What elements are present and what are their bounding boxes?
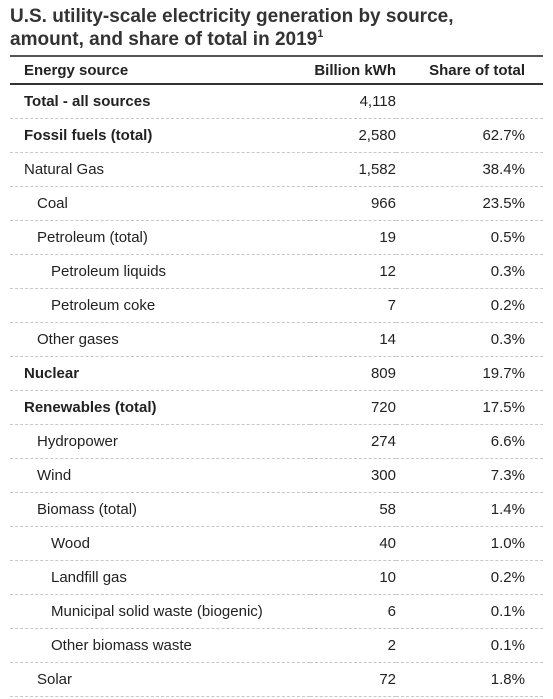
energy-source-cell: Solar — [10, 662, 310, 697]
table-row: Total - all sources 4,118 — [10, 84, 543, 119]
share-of-total-cell: 19.7% — [396, 356, 543, 391]
billion-kwh-cell: 14 — [310, 322, 396, 357]
share-of-total-cell: 6.6% — [396, 424, 543, 459]
column-header-share: Share of total — [396, 55, 543, 85]
billion-kwh-cell: 809 — [310, 356, 396, 391]
energy-source-cell: Renewables (total) — [10, 390, 310, 425]
billion-kwh-cell: 300 — [310, 458, 396, 493]
table-row: Hydropower 274 6.6% — [10, 424, 543, 459]
title-line-2: amount, and share of total in 2019 — [10, 29, 318, 50]
billion-kwh-cell: 1,582 — [310, 152, 396, 187]
energy-source-cell: Total - all sources — [10, 84, 310, 119]
share-of-total-cell: 1.0% — [396, 526, 543, 561]
energy-source-cell: Other biomass waste — [10, 628, 310, 663]
billion-kwh-cell: 720 — [310, 390, 396, 425]
share-of-total-cell: 0.3% — [396, 254, 543, 289]
energy-source-cell: Fossil fuels (total) — [10, 118, 310, 153]
table-body: Total - all sources 4,118 Fossil fuels (to… — [10, 84, 543, 697]
share-of-total-cell — [396, 84, 543, 119]
share-of-total-cell: 62.7% — [396, 118, 543, 153]
billion-kwh-cell: 72 — [310, 662, 396, 697]
energy-source-cell: Municipal solid waste (biogenic) — [10, 594, 310, 629]
billion-kwh-cell: 2,580 — [310, 118, 396, 153]
share-of-total-cell: 7.3% — [396, 458, 543, 493]
billion-kwh-cell: 4,118 — [310, 84, 396, 119]
energy-source-cell: Petroleum liquids — [10, 254, 310, 289]
share-of-total-cell: 0.2% — [396, 288, 543, 323]
energy-source-cell: Coal — [10, 186, 310, 221]
energy-source-cell: Hydropower — [10, 424, 310, 459]
share-of-total-cell: 1.8% — [396, 662, 543, 697]
billion-kwh-cell: 274 — [310, 424, 396, 459]
table-row: Wood 40 1.0% — [10, 526, 543, 561]
table-row: Petroleum liquids 12 0.3% — [10, 254, 543, 289]
energy-source-cell: Wood — [10, 526, 310, 561]
billion-kwh-cell: 10 — [310, 560, 396, 595]
table-row: Coal 966 23.5% — [10, 186, 543, 221]
energy-source-cell: Biomass (total) — [10, 492, 310, 527]
table-header: Energy source Billion kWh Share of total — [10, 55, 543, 85]
billion-kwh-cell: 6 — [310, 594, 396, 629]
table-row: Nuclear 809 19.7% — [10, 356, 543, 391]
title-line-1: U.S. utility-scale electricity generatio… — [10, 6, 454, 27]
share-of-total-cell: 0.1% — [396, 594, 543, 629]
share-of-total-cell: 23.5% — [396, 186, 543, 221]
table-row: Other biomass waste 2 0.1% — [10, 628, 543, 663]
share-of-total-cell: 0.1% — [396, 628, 543, 663]
table-row: Natural Gas 1,582 38.4% — [10, 152, 543, 187]
energy-source-cell: Nuclear — [10, 356, 310, 391]
table-row: Wind 300 7.3% — [10, 458, 543, 493]
table-row: Landfill gas 10 0.2% — [10, 560, 543, 595]
billion-kwh-cell: 966 — [310, 186, 396, 221]
billion-kwh-cell: 12 — [310, 254, 396, 289]
share-of-total-cell: 0.5% — [396, 220, 543, 255]
column-header-source: Energy source — [10, 55, 310, 85]
energy-source-cell: Petroleum (total) — [10, 220, 310, 255]
share-of-total-cell: 0.2% — [396, 560, 543, 595]
title-footnote-marker[interactable]: 1 — [317, 28, 324, 40]
table-row: Petroleum coke 7 0.2% — [10, 288, 543, 323]
table-row: Municipal solid waste (biogenic) 6 0.1% — [10, 594, 543, 629]
table-row: Renewables (total) 720 17.5% — [10, 390, 543, 425]
billion-kwh-cell: 40 — [310, 526, 396, 561]
energy-source-cell: Landfill gas — [10, 560, 310, 595]
billion-kwh-cell: 58 — [310, 492, 396, 527]
billion-kwh-cell: 19 — [310, 220, 396, 255]
generation-table: Energy source Billion kWh Share of total… — [10, 55, 543, 697]
energy-source-cell: Other gases — [10, 322, 310, 357]
energy-source-cell: Wind — [10, 458, 310, 493]
column-header-amount: Billion kWh — [310, 55, 396, 85]
share-of-total-cell: 17.5% — [396, 390, 543, 425]
energy-source-cell: Natural Gas — [10, 152, 310, 187]
header-row: Energy source Billion kWh Share of total — [10, 55, 543, 85]
billion-kwh-cell: 7 — [310, 288, 396, 323]
table-row: Petroleum (total) 19 0.5% — [10, 220, 543, 255]
table-row: Biomass (total) 58 1.4% — [10, 492, 543, 527]
table-row: Other gases 14 0.3% — [10, 322, 543, 357]
energy-source-cell: Petroleum coke — [10, 288, 310, 323]
table-row: Solar 72 1.8% — [10, 662, 543, 697]
share-of-total-cell: 1.4% — [396, 492, 543, 527]
table-title: U.S. utility-scale electricity generatio… — [0, 0, 553, 51]
share-of-total-cell: 0.3% — [396, 322, 543, 357]
share-of-total-cell: 38.4% — [396, 152, 543, 187]
billion-kwh-cell: 2 — [310, 628, 396, 663]
table-row: Fossil fuels (total) 2,580 62.7% — [10, 118, 543, 153]
